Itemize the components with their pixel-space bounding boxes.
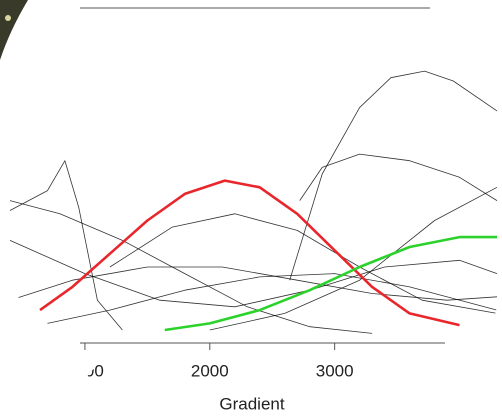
curve [299,153,498,201]
curve [47,273,498,324]
x-tick-label: 2000 [191,361,229,380]
corner-blob [0,0,28,60]
x-tick-label: 3000 [316,361,354,380]
curve [39,179,460,327]
curve [9,266,498,301]
curve [209,186,498,331]
mask-right [420,150,502,418]
x-axis: 100020003000 [66,343,354,380]
corner-dot [5,15,11,21]
curves [9,70,498,334]
curve [9,160,123,331]
curve [289,70,498,281]
curve [9,200,373,334]
curve [9,240,498,308]
x-axis-label: Gradient [219,394,284,413]
mask-left [0,200,100,418]
curve [109,213,498,314]
curve [164,235,497,332]
